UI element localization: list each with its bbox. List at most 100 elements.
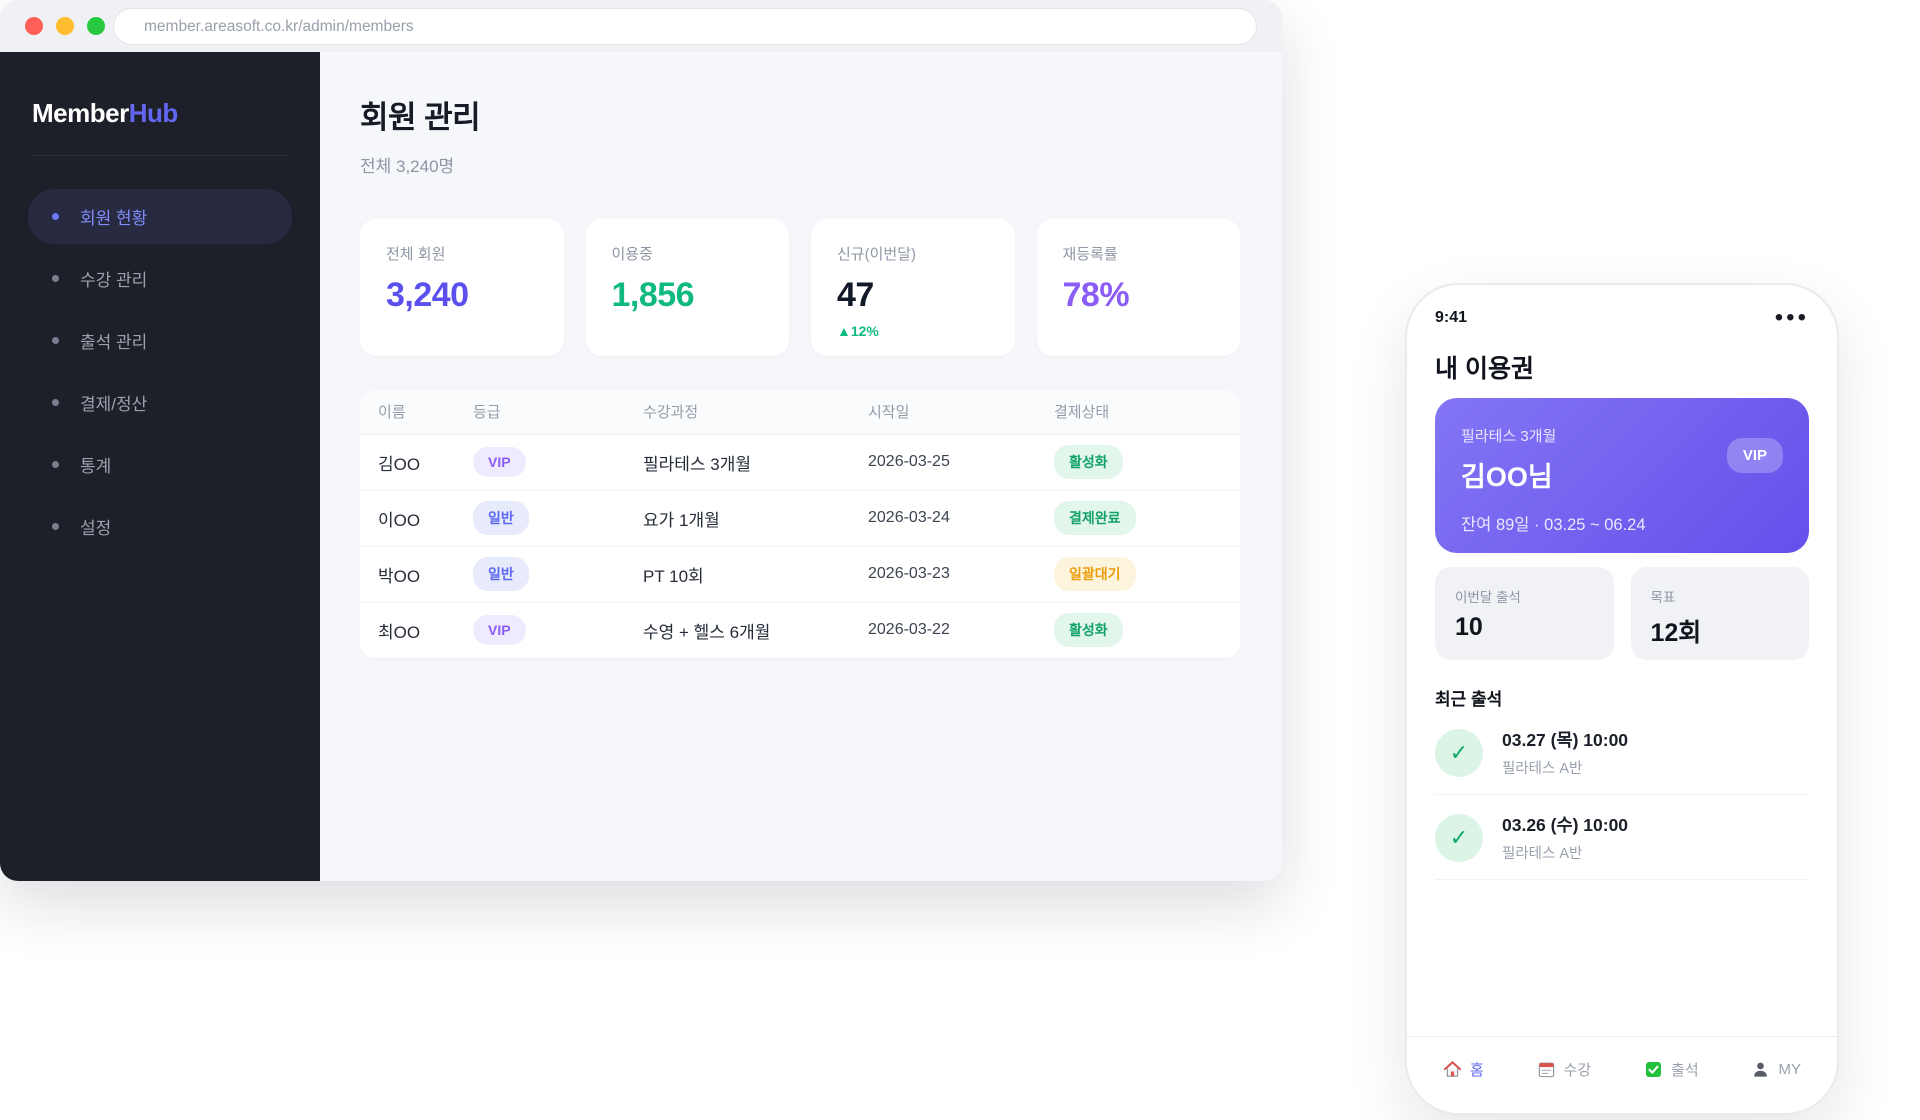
cell-course: 필라테스 3개월 [643,434,868,491]
tier-badge: VIP [473,447,526,477]
stat-value: 3,240 [386,276,469,314]
stat-box-attendance: 이번달 출석 10 [1435,567,1614,660]
tier-badge: 일반 [473,501,529,535]
attendance-item[interactable]: ✓ 03.27 (목) 10:00 필라테스 A반 [1435,710,1809,795]
col-header-status: 결제상태 [1054,390,1240,435]
bullet-icon [52,337,59,344]
tab-courses[interactable]: 수강 [1537,1059,1592,1080]
tab-label: 홈 [1470,1061,1484,1079]
status-time: 9:41 [1435,309,1468,326]
attendance-datetime: 03.27 (목) 10:00 [1502,730,1629,750]
cell-name: 최OO [378,622,421,642]
stat-card-rereg-rate: 재등록률 78% [1036,219,1240,356]
sidebar-item-settings[interactable]: 설정 [28,499,292,554]
home-icon [1443,1060,1462,1079]
attendance-class: 필라테스 A반 [1502,846,1583,862]
bullet-icon [52,213,59,220]
url-bar[interactable]: member.areasoft.co.kr/admin/members [113,8,1257,45]
pass-remaining: 잔여 89일 · 03.25 ~ 06.24 [1461,516,1646,534]
sidebar: MemberHub 회원 현황 수강 관리 출석 관리 [0,52,320,881]
logo-hub: Hub [128,98,179,128]
sidebar-item-payment[interactable]: 결제/정산 [28,375,292,430]
stat-value: 78% [1062,276,1130,314]
table-row[interactable]: 이OO 일반 요가 1개월 2026-03-24 결제완료 [360,490,1240,547]
sidebar-item-label: 결제/정산 [80,395,148,414]
bullet-icon [52,399,59,406]
stat-card-new-members: 신규(이번달) 47 ▲12% [811,219,1015,356]
browser-topbar: member.areasoft.co.kr/admin/members [0,0,1282,52]
stat-label: 이용중 [611,246,653,263]
cell-start-date: 2026-03-22 [868,621,950,639]
sidebar-divider [30,155,290,156]
stat-label: 이번달 출석 [1455,590,1521,605]
cell-name: 박OO [360,546,473,603]
phone-status-bar: 9:41 ••• [1435,304,1809,331]
sidebar-item-attendance-mgmt[interactable]: 출석 관리 [28,313,292,368]
app-logo: MemberHub [32,98,320,129]
tier-badge: VIP [473,615,526,646]
cell-start-date: 2026-03-23 [868,546,1054,603]
tab-home[interactable]: 홈 [1443,1059,1484,1080]
tier-badge: 일반 [473,557,529,591]
page-title: 회원 관리 [360,100,481,135]
stat-box-goal: 목표 12회 [1630,567,1809,660]
cell-name: 이OO [360,490,473,547]
more-menu-icon[interactable]: ••• [1774,304,1809,331]
cell-start-date: 2026-03-25 [868,434,1054,491]
phone-page-title: 내 이용권 [1435,355,1534,383]
recent-attendance-title: 최근 출석 [1435,690,1503,709]
attendance-datetime: 03.26 (수) 10:00 [1502,815,1629,835]
attendance-class: 필라테스 A반 [1502,761,1583,777]
stat-cards-row: 전체 회원 3,240 이용중 1,856 신규(이번달) 47 ▲12% 재등… [360,219,1240,356]
col-header-tier: 등급 [473,390,643,435]
attendance-item[interactable]: ✓ 03.26 (수) 10:00 필라테스 A반 [1435,795,1809,880]
tab-label: 출석 [1671,1061,1699,1079]
sidebar-item-statistics[interactable]: 통계 [28,437,292,492]
check-circle-icon: ✓ [1435,813,1483,862]
stat-value: 47 [837,276,874,314]
col-header-name: 이름 [360,390,473,435]
cell-course: PT 10회 [643,546,868,603]
logo-member: Member [32,98,129,128]
status-badge: 결제완료 [1054,501,1136,535]
table-row[interactable]: 박OO 일반 PT 10회 2026-03-23 일괄대기 [360,546,1240,603]
minimize-window-button[interactable] [56,17,74,35]
stat-card-active-members: 이용중 1,856 [585,219,789,356]
sidebar-item-course-mgmt[interactable]: 수강 관리 [28,251,292,306]
tab-label: MY [1778,1060,1801,1078]
status-badge: 활성화 [1054,613,1123,648]
maximize-window-button[interactable] [87,17,105,35]
stat-label: 목표 [1650,590,1676,605]
sidebar-item-label: 통계 [80,457,112,476]
cell-start-date: 2026-03-24 [868,490,1054,547]
table-row[interactable]: 최OO VIP 수영 + 헬스 6개월 2026-03-22 활성화 [360,602,1240,658]
browser-window: member.areasoft.co.kr/admin/members Memb… [0,0,1282,881]
close-window-button[interactable] [25,17,43,35]
traffic-lights [25,17,105,35]
person-icon [1751,1060,1770,1079]
stat-label: 전체 회원 [386,246,446,263]
page-subtitle: 전체 3,240명 [360,157,455,176]
pass-member-name: 김OO님 [1461,462,1553,492]
members-table-panel: 이름 등급 수강과정 시작일 결제상태 김OO VIP 필라테스 [360,390,1240,658]
sidebar-item-label: 설정 [80,519,112,538]
tab-my[interactable]: MY [1751,1060,1801,1079]
sidebar-item-member-status[interactable]: 회원 현황 [28,189,292,244]
stat-card-total-members: 전체 회원 3,240 [360,219,564,356]
phone-tab-bar: 홈 수강 출석 MY [1407,1036,1837,1113]
url-text: member.areasoft.co.kr/admin/members [144,17,414,35]
table-row[interactable]: 김OO VIP 필라테스 3개월 2026-03-25 활성화 [360,434,1240,491]
membership-pass-card: 필라테스 3개월 김OO님 잔여 89일 · 03.25 ~ 06.24 VIP [1435,398,1809,553]
status-badge: 활성화 [1054,445,1123,479]
stat-value: 1,856 [611,276,695,314]
stat-label: 재등록률 [1062,246,1118,263]
tab-label: 수강 [1563,1061,1592,1079]
stat-value: 10 [1455,613,1483,641]
bullet-icon [52,275,59,282]
bullet-icon [52,461,59,468]
pass-plan: 필라테스 3개월 [1461,428,1557,445]
sidebar-item-label: 회원 현황 [80,209,148,228]
bullet-icon [52,523,59,530]
tab-attendance[interactable]: 출석 [1644,1059,1699,1080]
